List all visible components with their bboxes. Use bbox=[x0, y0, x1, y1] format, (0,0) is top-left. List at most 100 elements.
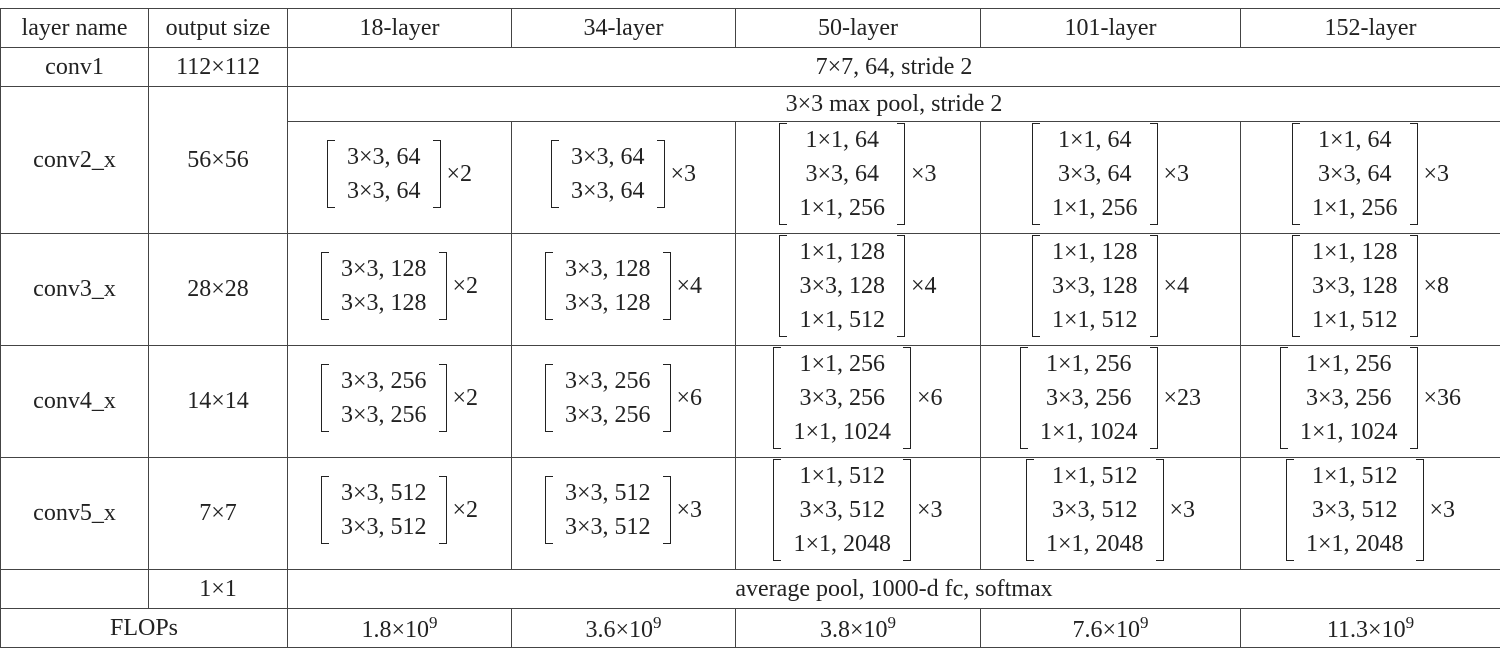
block-lines: 1×1, 128 3×3, 128 1×1, 512 bbox=[1040, 235, 1150, 337]
block-lines: 1×1, 512 3×3, 512 1×1, 2048 bbox=[1294, 459, 1416, 561]
repeat: ×8 bbox=[1423, 272, 1450, 299]
flops-mantissa: 11.3×10 bbox=[1326, 616, 1406, 643]
bracket-left bbox=[320, 476, 329, 544]
block-cell: 3×3, 512 3×3, 512 ×3 bbox=[511, 457, 736, 570]
block-lines: 3×3, 256 3×3, 256 bbox=[329, 364, 439, 432]
block-line: 3×3, 64 bbox=[570, 178, 645, 204]
bracket-right bbox=[662, 252, 671, 320]
header-cell: layer name bbox=[0, 8, 149, 48]
span-cell: 7×7, 64, stride 2 bbox=[287, 47, 1500, 87]
flops-cell: 3.8×109 bbox=[735, 608, 981, 648]
block-lines: 1×1, 128 3×3, 128 1×1, 512 bbox=[787, 235, 897, 337]
block-line: 3×3, 512 bbox=[564, 514, 651, 540]
block-line: 3×3, 256 bbox=[340, 368, 427, 394]
layer-name: conv2_x bbox=[0, 86, 149, 234]
block-lines: 3×3, 256 3×3, 256 bbox=[553, 364, 663, 432]
repeat: ×2 bbox=[452, 272, 479, 299]
repeat: ×3 bbox=[911, 160, 937, 187]
bracket-left bbox=[544, 364, 553, 432]
block: 1×1, 256 3×3, 256 1×1, 1024 ×36 bbox=[1279, 347, 1461, 449]
bracket-left bbox=[779, 235, 788, 337]
block-lines: 3×3, 128 3×3, 128 bbox=[329, 252, 439, 320]
flops-label: FLOPs bbox=[0, 608, 288, 648]
repeat: ×4 bbox=[676, 272, 703, 299]
bracket-right bbox=[1149, 347, 1158, 449]
block: 1×1, 512 3×3, 512 1×1, 2048 ×3 bbox=[773, 459, 943, 561]
bracket-left bbox=[544, 476, 553, 544]
table-row: 3×3, 64 3×3, 64 ×2 3×3, 64 3×3, 64 ×3 1×1, 64 3… bbox=[1, 121, 1500, 234]
block-lines: 1×1, 64 3×3, 64 1×1, 256 bbox=[787, 123, 897, 225]
block-lines: 3×3, 64 3×3, 64 bbox=[335, 140, 433, 208]
bracket-right bbox=[1409, 123, 1418, 225]
bracket-right bbox=[1409, 235, 1418, 337]
bracket-right bbox=[903, 347, 911, 449]
block: 3×3, 64 3×3, 64 ×3 bbox=[550, 140, 697, 208]
block-lines: 1×1, 256 3×3, 256 1×1, 1024 bbox=[1028, 347, 1150, 449]
flops-exponent: 9 bbox=[653, 612, 662, 632]
block-line: 3×3, 256 bbox=[564, 368, 651, 394]
block-line: 3×3, 256 bbox=[799, 385, 885, 411]
bracket-left bbox=[550, 140, 559, 208]
bracket-right bbox=[1409, 347, 1418, 449]
repeat: ×3 bbox=[670, 160, 697, 187]
block-line: 1×1, 2048 bbox=[1045, 531, 1144, 557]
block-lines: 3×3, 128 3×3, 128 bbox=[553, 252, 663, 320]
output-size: 56×56 bbox=[148, 86, 288, 234]
block-line: 1×1, 512 bbox=[799, 463, 885, 489]
block: 3×3, 128 3×3, 128 ×2 bbox=[320, 252, 479, 320]
block: 3×3, 512 3×3, 512 ×2 bbox=[320, 476, 478, 544]
block: 3×3, 256 3×3, 256 ×6 bbox=[544, 364, 702, 432]
block-line: 1×1, 1024 bbox=[1039, 419, 1138, 445]
block-lines: 3×3, 512 3×3, 512 bbox=[553, 476, 663, 544]
block-cell: 1×1, 64 3×3, 64 1×1, 256 ×3 bbox=[980, 121, 1241, 234]
block-cell: 3×3, 64 3×3, 64 ×3 bbox=[511, 121, 736, 234]
block-line: 1×1, 512 bbox=[1311, 463, 1398, 489]
block-line: 3×3, 64 bbox=[1057, 161, 1132, 187]
bracket-left bbox=[1031, 235, 1040, 337]
block-line: 1×1, 256 bbox=[1305, 351, 1392, 377]
repeat: ×3 bbox=[1163, 160, 1190, 187]
block-cell: 1×1, 512 3×3, 512 1×1, 2048 ×3 bbox=[735, 457, 981, 570]
block: 1×1, 128 3×3, 128 1×1, 512 ×4 bbox=[779, 235, 937, 337]
block-lines: 1×1, 64 3×3, 64 1×1, 256 bbox=[1040, 123, 1150, 225]
bracket-left bbox=[773, 347, 782, 449]
block-line: 1×1, 256 bbox=[1045, 351, 1132, 377]
block-line: 3×3, 256 bbox=[564, 402, 651, 428]
bracket-right bbox=[1415, 459, 1424, 561]
output-size: 7×7 bbox=[148, 457, 288, 570]
block-line: 1×1, 256 bbox=[799, 351, 885, 377]
bracket-right bbox=[1149, 123, 1158, 225]
bracket-right bbox=[656, 140, 665, 208]
block: 3×3, 128 3×3, 128 ×4 bbox=[544, 252, 703, 320]
block-cell: 3×3, 64 3×3, 64 ×2 bbox=[287, 121, 512, 234]
block-cell: 1×1, 64 3×3, 64 1×1, 256 ×3 bbox=[735, 121, 981, 234]
block-line: 1×1, 128 bbox=[799, 239, 885, 265]
table-row: layer name output size 18-layer 34-layer 50-… bbox=[0, 8, 1500, 48]
block-lines: 1×1, 128 3×3, 128 1×1, 512 bbox=[1300, 235, 1410, 337]
bracket-left bbox=[1285, 459, 1294, 561]
bracket-left bbox=[1031, 123, 1040, 225]
output-size: 14×14 bbox=[148, 345, 288, 458]
bracket-right bbox=[897, 235, 905, 337]
block-cell: 3×3, 128 3×3, 128 ×2 bbox=[287, 233, 512, 346]
repeat: ×23 bbox=[1163, 384, 1202, 411]
bracket-left bbox=[779, 123, 788, 225]
bracket-left bbox=[326, 140, 335, 208]
block-line: 3×3, 64 bbox=[805, 161, 879, 187]
table-row: FLOPs 1.8×109 3.6×109 3.8×109 7.6×109 11.3×10… bbox=[0, 608, 1500, 648]
block-cell: 1×1, 128 3×3, 128 1×1, 512 ×4 bbox=[735, 233, 981, 346]
bracket-left bbox=[320, 252, 329, 320]
block: 1×1, 256 3×3, 256 1×1, 1024 ×6 bbox=[773, 347, 943, 449]
block: 1×1, 64 3×3, 64 1×1, 256 ×3 bbox=[1291, 123, 1449, 225]
table-row: conv3_x 28×28 3×3, 128 3×3, 128 ×2 3×3, 128 3×… bbox=[0, 233, 1500, 346]
bracket-right bbox=[1149, 235, 1158, 337]
header-cell: 101-layer bbox=[980, 8, 1241, 48]
block-cell: 1×1, 512 3×3, 512 1×1, 2048 ×3 bbox=[980, 457, 1241, 570]
block-cell: 1×1, 256 3×3, 256 1×1, 1024 ×23 bbox=[980, 345, 1241, 458]
repeat: ×4 bbox=[911, 272, 937, 299]
block-lines: 1×1, 512 3×3, 512 1×1, 2048 bbox=[1034, 459, 1156, 561]
block-line: 3×3, 256 bbox=[340, 402, 427, 428]
block-line: 1×1, 512 bbox=[799, 307, 885, 333]
block: 1×1, 128 3×3, 128 1×1, 512 ×8 bbox=[1291, 235, 1450, 337]
flops-mantissa: 1.8×10 bbox=[361, 616, 430, 643]
